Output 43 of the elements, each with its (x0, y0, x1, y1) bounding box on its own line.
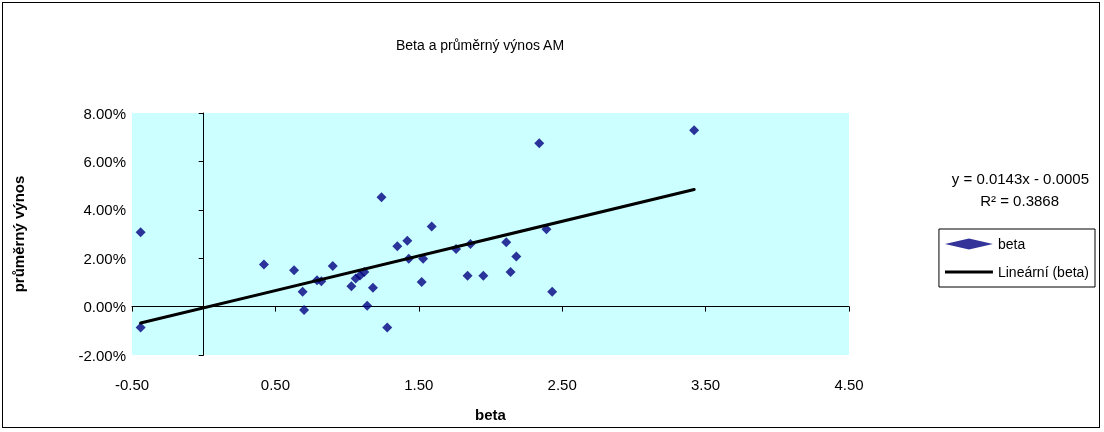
y-tick-label: 6.00% (83, 152, 126, 170)
point (416, 276, 427, 287)
point (478, 270, 489, 281)
x-tick-label: 4.50 (834, 376, 864, 393)
x-tick-label: 2.50 (547, 376, 577, 393)
point (547, 286, 558, 297)
point (289, 265, 300, 276)
y-tick-label: 0.00% (83, 298, 126, 316)
y-tick-label: -2.00% (78, 346, 126, 364)
text: y = 0.0143x - 0.0005 (951, 170, 1089, 187)
x-tick-label: 3.50 (691, 376, 721, 393)
point (299, 304, 310, 315)
legend-label: Lineární (beta) (997, 264, 1090, 280)
point (135, 322, 146, 333)
y-tick-label: 2.00% (83, 249, 126, 267)
point (462, 270, 473, 281)
point (367, 282, 378, 293)
point (135, 227, 146, 238)
chart-title: Beta a průměrný výnos AM (395, 37, 565, 53)
legend-label: beta (997, 236, 1026, 252)
x-tick-label: -0.50 (114, 376, 150, 393)
point (346, 281, 357, 292)
point (402, 235, 413, 246)
x-tick-label: 1.50 (404, 376, 434, 393)
x-tick-label: 0.50 (260, 376, 290, 393)
point (426, 221, 437, 232)
point (689, 125, 700, 136)
text: R² = 0.3868 (980, 192, 1060, 209)
point (534, 138, 545, 149)
point (376, 192, 387, 203)
point (511, 251, 522, 262)
y-axis-title: průměrný výnos (10, 175, 27, 293)
y-tick-label: 4.00% (83, 201, 126, 219)
point (382, 322, 393, 333)
point (501, 237, 512, 248)
x-axis-title: beta (475, 406, 507, 423)
point (327, 260, 338, 271)
y-tick-label: 8.00% (83, 104, 126, 122)
point (505, 266, 516, 277)
point (392, 241, 403, 252)
point (258, 259, 269, 270)
point (297, 286, 308, 297)
point (362, 300, 373, 311)
